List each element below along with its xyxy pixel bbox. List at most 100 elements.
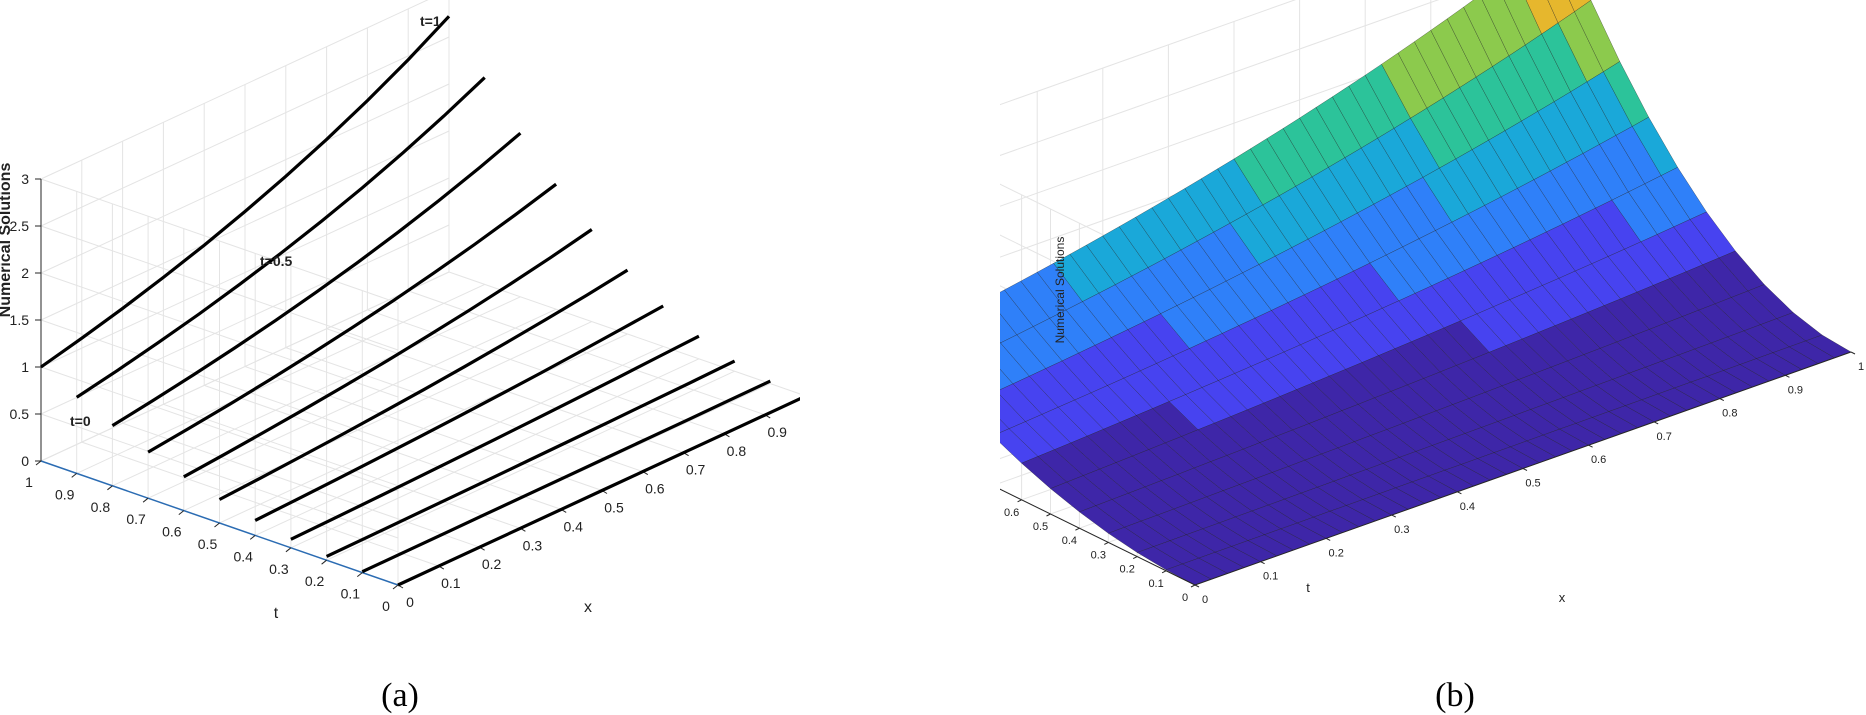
panel-a-z-tick-label: 3 — [21, 171, 29, 187]
panel-a-chart: 0 0.1 0.2 0.3 0.4 0.5 0.6 0.7 0.8 0.9 1 1 0.9 0.8 0.7 0… — [0, 0, 800, 714]
panel-a-backwall-grid-z — [40, 224, 450, 415]
panel-b-x-tick-label: 0.6 — [1591, 454, 1606, 466]
panel-a-series-line — [218, 268, 629, 501]
panel-a-floor-grid-t — [112, 296, 521, 487]
panel-b-x-tick-label: 1 — [1858, 361, 1864, 373]
panel-a-t-tick-label: 0.9 — [55, 486, 75, 502]
panel-b-t-tick-label: 0.2 — [1120, 564, 1135, 576]
panel-b-x-tick-mark — [1785, 374, 1790, 378]
panel-b-x-tick-mark — [1522, 468, 1528, 471]
panel-a-z-tick-label: 2.5 — [10, 218, 30, 234]
panel-a-z-tick-label: 2 — [21, 265, 29, 281]
panel-b-x-tick-mark — [1653, 421, 1659, 425]
panel-b-t-tick-label: 0.1 — [1148, 578, 1163, 590]
panel-a-x-tick-label: 0.4 — [563, 518, 583, 534]
panel-a-x-tick-label: 0.5 — [604, 500, 624, 516]
panel-b-x-tick-mark — [1194, 584, 1200, 588]
panel-b-surface — [1000, 0, 1852, 586]
panel-b-x-tick-label: 0.7 — [1657, 431, 1672, 443]
panel-b-x-tick-mark — [1588, 444, 1593, 448]
panel-b-t-tick-label: 0.3 — [1091, 549, 1106, 561]
panel-a-series-line — [75, 76, 486, 399]
panel-a-x-tick-label: 0 — [406, 594, 414, 610]
panel-a-gridlines — [40, 0, 800, 586]
panel-a-floor-grid-t — [219, 333, 628, 524]
panel-b-x-tick-mark — [1457, 491, 1462, 495]
panel-a-x-tick-label: 0.1 — [441, 575, 461, 591]
panel-b-x-tick-mark — [1260, 561, 1265, 565]
panel-a-leftwall-grid-z — [40, 366, 399, 492]
panel-a-z-tick-label: 0 — [21, 453, 29, 469]
panel-a-t-tick-mark — [107, 485, 113, 491]
panel-a-t-tick-label: 0.1 — [341, 586, 361, 602]
panel-a-t-tick-mark — [142, 497, 149, 503]
panel-b-x-tick-label: 0.3 — [1394, 524, 1409, 536]
panel-b-x-tick-mark — [1391, 514, 1397, 518]
panel-a-series-line — [147, 182, 558, 454]
panel-a-axes: 0 0.1 0.2 0.3 0.4 0.5 0.6 0.7 0.8 0.9 1 1 0.9 0.8 0.7 0… — [10, 171, 800, 614]
panel-a-series-line — [361, 379, 771, 574]
panel-a-backwall-grid-z — [40, 177, 450, 368]
panel-a-backwall-grid-z — [40, 130, 450, 321]
panel-a-annotation-t1: t=1 — [420, 13, 441, 29]
panel-a-t-tick-label: 0.6 — [162, 524, 182, 540]
panel-a-series-line — [111, 131, 522, 427]
panel-b-t-tick-mark — [1046, 513, 1051, 517]
panel-b-x-tick-label: 0.2 — [1329, 547, 1344, 559]
panel-a-backwall-grid-z — [40, 0, 429, 180]
panel-b-y-axis-label: Numerical Solutions — [1053, 237, 1067, 344]
panel-a-series-line — [40, 15, 451, 369]
panel-b-chart: 00.10.20.30.40.50.60.70.80.9110.90.80.70… — [1000, 0, 1864, 714]
panel-a-t-axis-label: t — [274, 605, 279, 622]
panel-b-x-tick-mark — [1325, 537, 1331, 541]
panel-a-t-tick-label: 0.8 — [91, 499, 111, 515]
panel-a-t-tick-label: 0.7 — [126, 511, 146, 527]
panel-b-x-tick-label: 0.5 — [1525, 478, 1540, 490]
panel-b-t-tick-label: 0.6 — [1004, 507, 1019, 519]
panel-b-t-tick-label: 0 — [1182, 592, 1188, 604]
panel-a-x-tick-label: 0.8 — [727, 443, 747, 459]
panel-a-series — [40, 15, 800, 587]
panel-b-caption: (b) — [1435, 677, 1475, 714]
panel-a-series-line — [254, 304, 664, 522]
panel-a-floor-grid-x — [285, 347, 643, 473]
panel-a-floor-grid-t — [76, 283, 485, 474]
panel-a-backwall-grid-z — [40, 271, 450, 462]
panel-b-labels: Numerical Solutions x t — [1053, 237, 1566, 605]
panel-a-t-tick-mark — [321, 559, 327, 565]
panel-a-t-tick-mark — [35, 460, 42, 466]
panel-a-leftwall-grid-z — [40, 319, 399, 445]
panel-a-series-line — [397, 397, 800, 587]
panel-a-t-tick-label: 1 — [25, 474, 33, 490]
panel-a-x-tick-label: 0.6 — [645, 481, 665, 497]
panel-b-x-tick-mark — [1719, 398, 1725, 402]
panel-b-backwall-grid-z — [1000, 0, 1440, 156]
panel-a-t-tick-label: 0 — [382, 598, 390, 614]
panel-a-annotation-t05: t=0.5 — [260, 253, 293, 269]
panel-b-x-tick-mark — [1850, 351, 1856, 355]
panel-a-z-tick-label: 1 — [21, 359, 29, 375]
panel-b-x-tick-label: 0.4 — [1460, 501, 1475, 513]
panel-a-t-tick-mark — [392, 584, 399, 590]
panel-b-x-tick-label: 0.9 — [1788, 384, 1803, 396]
panel-a-y-axis-label: Numerical Solutions — [0, 163, 14, 318]
panel-b-t-tick-mark — [1190, 584, 1196, 588]
panel-b-t-tick-mark — [1104, 541, 1109, 545]
panel-a-labels: Numerical Solutions x t t=0 t=0.5 t=1 — [0, 13, 592, 622]
panel-a-t-tick-mark — [356, 572, 363, 577]
panel-a-series-line — [325, 359, 736, 558]
panel-a-annotation-t0: t=0 — [70, 413, 91, 429]
panel-b-t-tick-mark — [1161, 570, 1167, 574]
panel-b-t-tick-mark — [1132, 556, 1138, 560]
panel-a-t-tick-label: 0.3 — [269, 561, 289, 577]
panel-a-t-tick-mark — [214, 522, 220, 528]
panel-a-t-tick-mark — [71, 473, 78, 478]
panel-a-floor-grid-t — [183, 321, 593, 512]
panel-b-t-tick-label: 0.4 — [1062, 535, 1077, 547]
panel-a-series-line — [183, 228, 593, 479]
panel-a-floor-grid-t — [147, 308, 557, 499]
panel-a-t-tick-label: 0.4 — [233, 548, 253, 564]
panel-a-backwall-grid-z — [40, 36, 450, 227]
panel-b-t-tick-mark — [1017, 499, 1022, 503]
panel-a-x-tick-label: 0.9 — [767, 424, 787, 440]
